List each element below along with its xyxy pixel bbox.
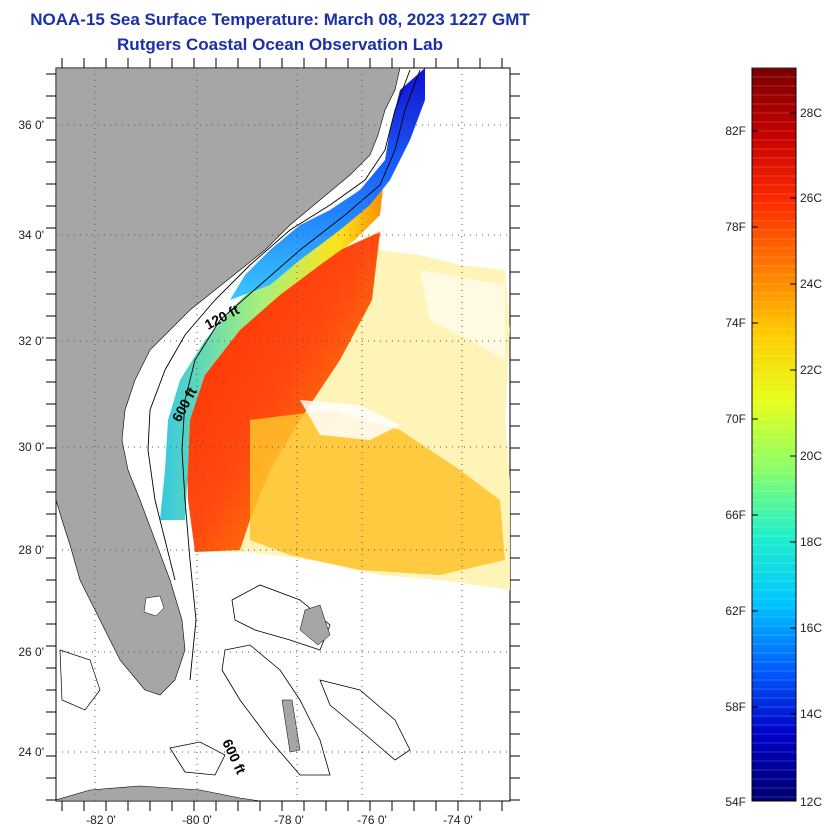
celsius-label: 18C [800, 535, 822, 549]
isobath-600ft [181, 69, 421, 681]
lake-okeechobee [143, 595, 165, 617]
isobath-120ft [147, 69, 411, 581]
fahrenheit-label: 66F [725, 508, 746, 522]
fahrenheit-label: 70F [725, 412, 746, 426]
fahrenheit-label: 82F [725, 124, 746, 138]
colorbar-celsius-labels: 28C 26C 24C 22C 20C 18C 16C 14C 12C [800, 106, 822, 809]
axis-ticks [46, 58, 520, 811]
fahrenheit-label: 58F [725, 700, 746, 714]
celsius-label: 28C [800, 106, 822, 120]
cuba-coast [56, 785, 261, 801]
warm-eddy-patch [250, 410, 505, 575]
grid-lines [56, 68, 510, 801]
bahamas-bank-north [231, 584, 331, 651]
fahrenheit-label: 74F [725, 316, 746, 330]
lat-label: 36 0' [18, 118, 44, 132]
lat-label: 30 0' [18, 440, 44, 454]
colorbar-scale [751, 67, 797, 802]
fahrenheit-label: 62F [725, 604, 746, 618]
lon-label: -78 0' [274, 813, 304, 827]
lon-label: -74 0' [443, 813, 473, 827]
lat-label: 24 0' [18, 745, 44, 759]
cold-coastal-water [230, 68, 425, 300]
lat-label: 26 0' [18, 645, 44, 659]
celsius-label: 24C [800, 277, 822, 291]
chart-title: NOAA-15 Sea Surface Temperature: March 0… [30, 10, 530, 29]
lat-label: 34 0' [18, 228, 44, 242]
celsius-label: 20C [800, 449, 822, 463]
longitude-axis: -82 0' -80 0' -78 0' -76 0' -74 0' [86, 813, 473, 827]
celsius-label: 12C [800, 795, 822, 809]
colorbar-fahrenheit-labels: 82F 78F 74F 70F 66F 62F 58F 54F [725, 124, 746, 809]
bahamas-bank-east [319, 679, 411, 761]
celsius-label: 26C [800, 191, 822, 205]
fahrenheit-label: 78F [725, 220, 746, 234]
bahamas-island [281, 699, 301, 753]
celsius-label: 16C [800, 621, 822, 635]
bank-contour [59, 649, 101, 711]
land-mass [56, 68, 401, 696]
colorbar-ticks [752, 112, 796, 715]
latitude-axis: 36 0' 34 0' 32 0' 30 0' 28 0' 26 0' 24 0… [18, 118, 44, 759]
gulf-stream-warm-core [186, 232, 380, 552]
lon-label: -82 0' [86, 813, 116, 827]
lon-label: -76 0' [357, 813, 387, 827]
fahrenheit-label: 54F [725, 795, 746, 809]
celsius-label: 22C [800, 363, 822, 377]
bank-contour [169, 741, 226, 776]
chart-subtitle: Rutgers Coastal Ocean Observation Lab [117, 35, 443, 54]
lat-label: 28 0' [18, 543, 44, 557]
celsius-label: 14C [800, 707, 822, 721]
cloud-gap [300, 400, 400, 440]
shelf-water [160, 170, 385, 520]
colorbar-bands [752, 67, 796, 798]
bahamas-bank-south [221, 644, 331, 776]
lon-label: -80 0' [182, 813, 212, 827]
bahamas-island [299, 604, 331, 646]
lat-label: 32 0' [18, 334, 44, 348]
